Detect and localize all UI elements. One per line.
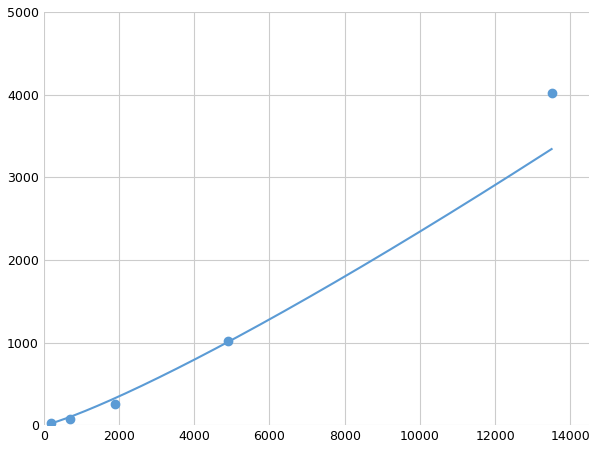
- Point: [110, 400, 120, 407]
- Point: [223, 338, 233, 345]
- Point: [65, 415, 75, 422]
- Point: [47, 419, 56, 426]
- Point: [547, 90, 556, 97]
